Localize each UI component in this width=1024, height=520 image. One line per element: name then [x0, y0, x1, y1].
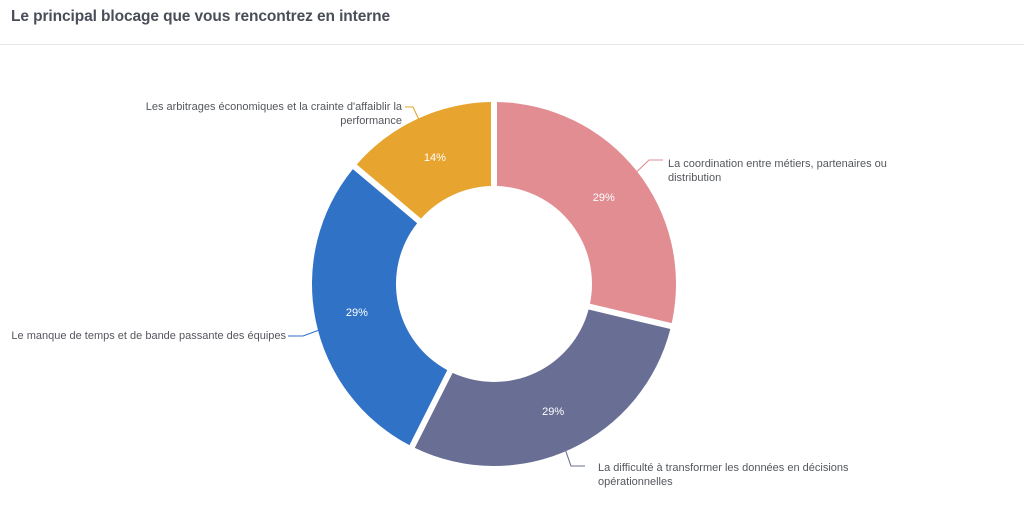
slice-label-arbitrages-economiques: Les arbitrages économiques et la crainte… [102, 100, 402, 128]
slice-percent-donnees-decisions: 29% [542, 406, 564, 418]
slice-label-manque-temps: Le manque de temps et de bande passante … [0, 329, 286, 343]
divider [0, 44, 1024, 45]
slice-percent-manque-temps: 29% [346, 307, 368, 319]
slice-label-donnees-decisions: La difficulté à transformer les données … [598, 461, 888, 489]
label-connector-donnees-decisions [563, 445, 585, 467]
slice-label-line: distribution [668, 172, 722, 184]
slice-label-line: La coordination entre métiers, partenair… [668, 158, 887, 170]
slice-label-line: performance [340, 115, 402, 127]
donut-slice-donnees-decisions[interactable] [414, 309, 671, 466]
slice-label-line: opérationnelles [598, 476, 673, 488]
label-connector-manque-temps [288, 328, 323, 337]
slice-label-line: Les arbitrages économiques et la crainte… [145, 101, 402, 113]
slice-label-line: Le manque de temps et de bande passante … [11, 330, 286, 342]
donut-slice-coordination[interactable] [497, 102, 677, 324]
slice-label-line: La difficulté à transformer les données … [598, 462, 849, 474]
slice-label-coordination: La coordination entre métiers, partenair… [668, 157, 918, 185]
donut-slice-arbitrages-economiques[interactable] [356, 102, 491, 219]
slice-percent-arbitrages-economiques: 14% [424, 152, 446, 164]
slice-percent-coordination: 29% [593, 192, 615, 204]
label-connector-arbitrages-economiques [405, 106, 421, 123]
donut-slice-manque-temps[interactable] [311, 169, 448, 446]
chart-title: Le principal blocage que vous rencontrez… [11, 8, 391, 25]
